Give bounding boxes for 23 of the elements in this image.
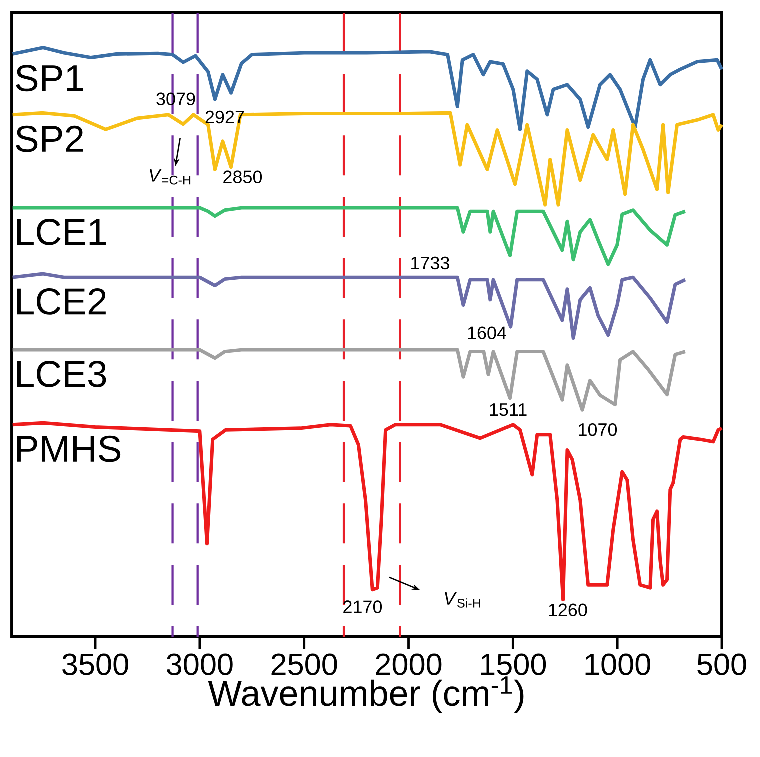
series-label: PMHS <box>17 436 121 462</box>
annotation: V$_{=C-H}$ <box>150 169 191 185</box>
series-label: SP1 <box>16 65 84 92</box>
x-tick-label: 2500 <box>272 654 338 676</box>
x-axis-title: Wavenumber (cm$^{-1}$) <box>208 676 524 714</box>
x-tick-label: 3000 <box>166 654 233 676</box>
annotation: 2170 <box>344 600 382 614</box>
series-label: LCE2 <box>17 288 106 315</box>
annotation: 1604 <box>468 326 506 340</box>
series-label: SP2 <box>16 126 84 152</box>
x-tick-label: 1500 <box>481 654 546 676</box>
x-tick-label: 2000 <box>376 654 442 676</box>
annotation: V$_{Si-H}$ <box>445 592 480 608</box>
annotation: 2850 <box>224 170 262 184</box>
annotation: 1733 <box>412 256 450 270</box>
x-tick-label: 3500 <box>62 654 128 676</box>
annotation: 1260 <box>549 604 588 617</box>
x-tick-label: 500 <box>698 654 746 676</box>
annotation: 1070 <box>579 423 618 436</box>
series-label: LCE3 <box>17 360 106 388</box>
annotation: 1511 <box>490 404 527 416</box>
x-tick-label: 1000 <box>586 654 650 676</box>
series-label: LCE1 <box>17 218 106 246</box>
